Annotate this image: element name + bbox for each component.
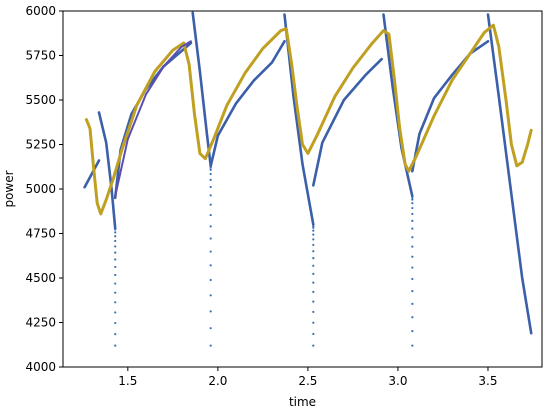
series-point xyxy=(411,198,414,201)
x-tick-label: 1.5 xyxy=(118,374,137,388)
series-point xyxy=(114,245,117,248)
y-tick-label: 4250 xyxy=(25,316,56,330)
series-point xyxy=(209,225,212,228)
y-tick-label: 5750 xyxy=(25,49,56,63)
y-tick-label: 5000 xyxy=(25,182,56,196)
x-axis: 1.5 2.0 2.5 3.0 3.5 xyxy=(118,367,498,388)
series-drop-dots xyxy=(114,227,117,347)
x-tick-label: 3.5 xyxy=(478,374,497,388)
series-point xyxy=(114,321,117,325)
series-point xyxy=(209,237,212,240)
series-point xyxy=(114,291,117,294)
series-point xyxy=(312,250,315,253)
series-point xyxy=(411,277,414,281)
series-point xyxy=(209,327,212,330)
series-point xyxy=(411,266,414,269)
series-line xyxy=(209,40,286,168)
series-point xyxy=(114,344,117,347)
y-tick-label: 6000 xyxy=(25,4,56,18)
series-point xyxy=(312,300,315,303)
series-line xyxy=(312,57,383,187)
series-point xyxy=(114,265,117,269)
series-point xyxy=(114,282,117,285)
series-point xyxy=(209,178,212,181)
series-point xyxy=(114,333,117,336)
y-tick-label: 4750 xyxy=(25,227,56,241)
series-point xyxy=(209,203,212,206)
series-point xyxy=(411,290,414,293)
y-tick-label: 5500 xyxy=(25,93,56,107)
series-point xyxy=(411,344,414,347)
series-line xyxy=(113,41,193,200)
series-point xyxy=(209,213,212,217)
series-point xyxy=(312,272,315,275)
series-point xyxy=(114,301,117,304)
x-axis-label: time xyxy=(289,395,316,409)
series-line xyxy=(84,23,533,216)
series-point xyxy=(312,310,315,314)
series-point xyxy=(411,206,414,210)
series-point xyxy=(411,219,414,222)
series-point xyxy=(114,231,117,234)
series-point xyxy=(114,251,117,254)
series-point xyxy=(114,311,117,314)
y-tick-label: 4000 xyxy=(25,360,56,374)
series-point xyxy=(411,330,414,333)
series-point xyxy=(312,332,315,336)
series-point xyxy=(209,278,212,282)
x-tick-label: 2.0 xyxy=(208,374,227,388)
series-line xyxy=(114,40,192,198)
series-line xyxy=(83,159,101,189)
series-point xyxy=(209,310,212,313)
series-point xyxy=(312,233,315,236)
series-point xyxy=(114,258,117,261)
series-point xyxy=(411,196,414,199)
series-point xyxy=(209,344,212,347)
x-tick-label: 3.0 xyxy=(388,374,407,388)
series-point xyxy=(209,172,212,176)
series-point xyxy=(312,238,315,241)
series-point xyxy=(209,294,212,297)
series-point xyxy=(312,344,315,347)
plot-area xyxy=(83,11,533,347)
y-axis-label: power xyxy=(2,170,16,207)
series-point xyxy=(312,243,315,247)
y-tick-label: 5250 xyxy=(25,138,56,152)
series-point xyxy=(411,302,414,305)
series-drop-dots xyxy=(209,166,212,347)
series-point xyxy=(114,239,117,243)
series-point xyxy=(209,168,212,171)
series-point xyxy=(411,236,414,239)
series-point xyxy=(209,264,212,267)
series-point xyxy=(411,316,414,319)
series-point xyxy=(312,281,315,284)
series-point xyxy=(114,235,117,238)
series-drop-dots xyxy=(312,225,315,347)
series-point xyxy=(411,245,414,248)
series-point xyxy=(411,202,414,205)
series-point xyxy=(411,255,414,258)
series-drop-dots xyxy=(411,196,414,347)
x-tick-label: 2.5 xyxy=(298,374,317,388)
y-tick-label: 4500 xyxy=(25,271,56,285)
series-point xyxy=(209,194,212,197)
series-point xyxy=(209,185,212,189)
series-line xyxy=(97,111,117,230)
series-line xyxy=(411,40,490,173)
series-point xyxy=(411,212,414,216)
axes-frame xyxy=(62,10,543,368)
series-point xyxy=(312,226,315,229)
series-point xyxy=(114,273,117,277)
series-line xyxy=(486,13,533,335)
series-point xyxy=(312,257,315,260)
series-point xyxy=(312,290,315,293)
y-axis: 4000 4250 4500 4750 5000 5250 5500 5750 6000 xyxy=(25,4,63,374)
series-point xyxy=(312,229,315,232)
series-point xyxy=(312,264,315,267)
series-line xyxy=(191,11,212,168)
series-point xyxy=(312,321,315,324)
series-point xyxy=(411,227,414,230)
series-point xyxy=(209,250,212,253)
